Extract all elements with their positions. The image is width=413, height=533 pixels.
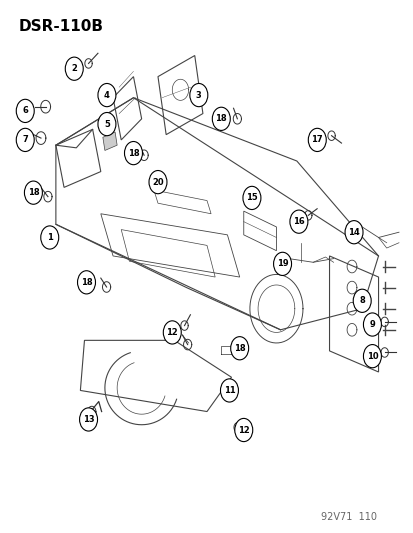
Circle shape <box>289 210 307 233</box>
Text: 8: 8 <box>358 296 364 305</box>
Circle shape <box>77 271 95 294</box>
Circle shape <box>65 57 83 80</box>
Text: 2: 2 <box>71 64 77 73</box>
Circle shape <box>24 181 42 204</box>
Circle shape <box>352 289 370 312</box>
Text: 92V71  110: 92V71 110 <box>320 512 377 522</box>
Circle shape <box>16 128 34 151</box>
Text: 13: 13 <box>83 415 94 424</box>
Text: 17: 17 <box>311 135 322 144</box>
Text: 10: 10 <box>366 352 377 361</box>
Circle shape <box>79 408 97 431</box>
Text: 5: 5 <box>104 119 109 128</box>
Circle shape <box>308 128 325 151</box>
Text: 7: 7 <box>22 135 28 144</box>
Circle shape <box>344 221 362 244</box>
Circle shape <box>234 418 252 442</box>
Text: 4: 4 <box>104 91 109 100</box>
Text: 16: 16 <box>292 217 304 226</box>
Text: DSR-110B: DSR-110B <box>19 19 104 34</box>
Text: 18: 18 <box>233 344 245 353</box>
Text: 6: 6 <box>22 107 28 116</box>
Text: 18: 18 <box>28 188 39 197</box>
Circle shape <box>124 141 142 165</box>
Circle shape <box>363 344 380 368</box>
Text: 11: 11 <box>223 386 235 395</box>
Text: 9: 9 <box>369 320 375 329</box>
Circle shape <box>212 107 230 131</box>
Circle shape <box>16 99 34 123</box>
Circle shape <box>98 112 116 136</box>
Text: 12: 12 <box>166 328 178 337</box>
Text: 3: 3 <box>195 91 201 100</box>
Text: 18: 18 <box>81 278 92 287</box>
Text: 14: 14 <box>347 228 359 237</box>
Circle shape <box>163 321 181 344</box>
Text: 12: 12 <box>237 425 249 434</box>
Circle shape <box>190 84 207 107</box>
Text: 18: 18 <box>127 149 139 158</box>
Text: 1: 1 <box>47 233 52 242</box>
Text: 20: 20 <box>152 177 164 187</box>
Text: 15: 15 <box>245 193 257 203</box>
Circle shape <box>40 226 59 249</box>
Circle shape <box>363 313 380 336</box>
Circle shape <box>220 379 238 402</box>
Circle shape <box>230 337 248 360</box>
Circle shape <box>98 84 116 107</box>
Polygon shape <box>102 132 117 150</box>
Circle shape <box>242 187 260 209</box>
Text: 18: 18 <box>215 114 227 123</box>
Circle shape <box>149 171 166 193</box>
Circle shape <box>273 252 291 276</box>
Text: 19: 19 <box>276 260 288 268</box>
